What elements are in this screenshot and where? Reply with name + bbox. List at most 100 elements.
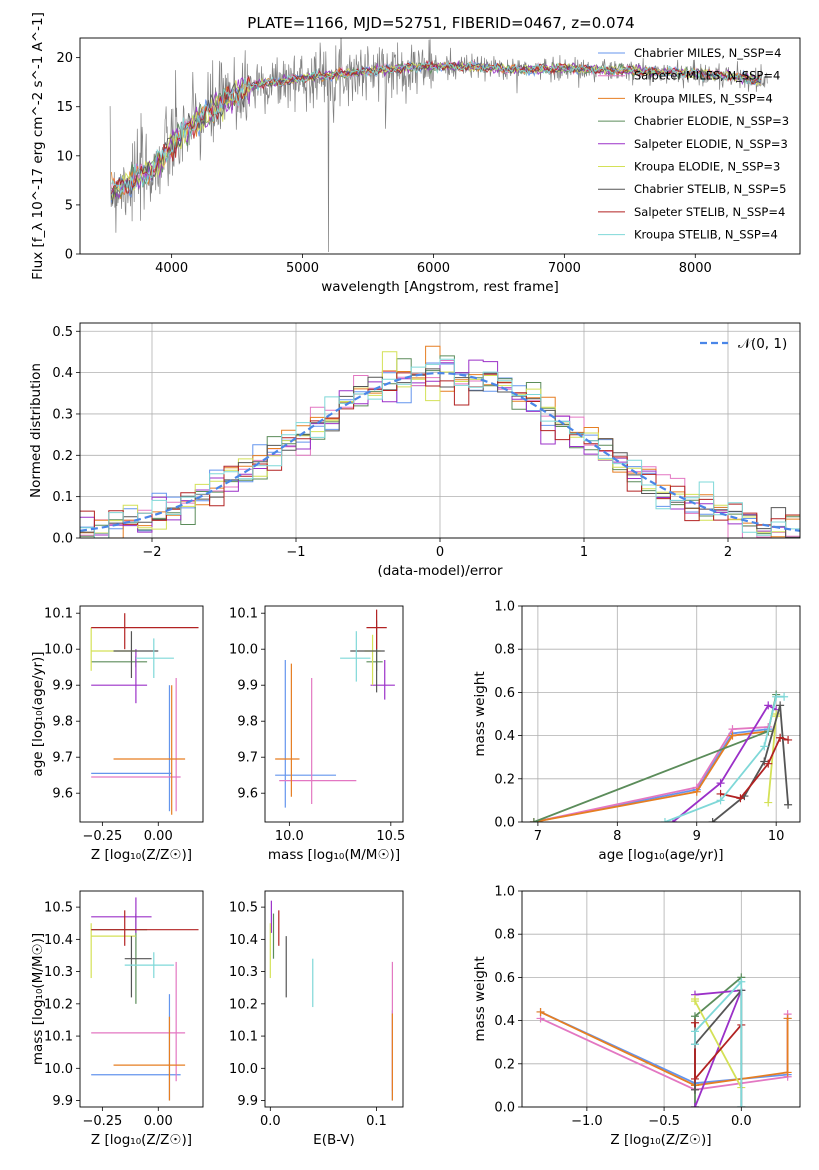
y-tick-label: 0.3 [52,407,73,422]
weight-marker [783,1068,792,1077]
weight-marker [737,977,746,986]
y-tick-label: 10.1 [229,607,258,622]
x-tick-label: −0.25 [82,1114,122,1129]
weight-line-kroupa-stelib [664,695,785,822]
x-tick-label: 1 [580,545,588,560]
y-tick-label: 10.2 [44,997,73,1012]
y-tick-label: 0.6 [494,686,515,701]
y-tick-label: 0.2 [494,1057,515,1072]
x-tick-label: 8 [613,829,621,844]
weight-marker [764,701,773,710]
x-axis-label: (data-model)/error [377,563,503,579]
legend-label: Salpeter MILES, N_SSP=4 [634,69,780,83]
chart-spectrum: 4000 5000 6000 7000 8000 0 5 10 15 20 wavelength [… [30,12,801,295]
weight-marker [690,1074,699,1083]
axes-frame [79,322,801,539]
y-tick-label: 0.0 [52,532,73,547]
weight-marker [728,731,737,740]
x-axis-label: Z [log₁₀(Z/Z☉)] [610,1132,711,1148]
y-tick-label: 10.3 [229,965,258,980]
weight-line-salpeter-stelib [694,1022,742,1082]
x-axis-label: age [log₁₀(age/yr)] [598,847,723,863]
weight-line-salpeter-elodie [694,989,743,1107]
y-axis-label: mass weight [472,671,488,756]
x-tick-label: 8000 [679,261,712,276]
y-tick-label: 0.4 [494,729,515,744]
y-tick-label: 20 [56,51,73,66]
plot-area [90,613,199,815]
y-tick-label: 10.0 [44,1062,73,1077]
y-tick-label: 9.6 [52,787,73,802]
y-tick-label: 10.5 [229,901,258,916]
y-tick-label: 10.2 [229,997,258,1012]
y-tick-label: 0.4 [494,1014,515,1029]
y-tick-label: 0.8 [494,928,515,943]
x-tick-label: 0.00 [144,1114,173,1129]
y-tick-label: 10.1 [44,607,73,622]
model-spectrum-kroupa-elodie [110,60,762,201]
y-tick-label: 1.0 [494,600,515,615]
x-tick-label: −2 [142,545,161,560]
chart-mass-age: 10.0 10.5 9.6 9.7 9.8 9.9 10.0 10.1 mass [log₁₀(… [229,605,405,863]
x-tick-label: 10.5 [376,829,405,844]
weight-marker [776,733,785,742]
y-tick-label: 5 [65,198,73,213]
y-axis-label: mass weight [472,956,488,1041]
y-tick-label: 10.0 [44,643,73,658]
legend-label: 𝒩(0, 1) [738,336,787,352]
y-tick-label: 10 [56,149,73,164]
y-tick-label: 0 [65,248,73,263]
y-tick-label: 10.4 [44,933,73,948]
axes-frame [79,37,801,255]
histogram-chabrier-stelib [80,368,800,538]
y-tick-label: 9.8 [237,715,258,730]
y-tick-label: 0.0 [494,1101,515,1116]
legend-label: Chabrier MILES, N_SSP=4 [634,46,781,60]
weight-marker [780,692,789,701]
y-tick-label: 15 [56,100,73,115]
plot-area [109,38,768,253]
weight-marker [690,1085,699,1094]
y-axis-label: Flux [f_λ 10^-17 erg cm^-2 s^-1 A^-1] [30,12,46,280]
weight-marker [690,1040,699,1049]
weight-line-salpeter-miles [533,726,769,822]
y-tick-label: 9.9 [237,1094,258,1109]
figure-title: PLATE=1166, MJD=52751, FIBERID=0467, z=0… [247,14,634,32]
axes-frame [264,605,404,823]
x-tick-label: 0.0 [731,1114,752,1129]
y-tick-label: 9.9 [52,679,73,694]
y-tick-label: 10.5 [44,901,73,916]
x-tick-label: 10.0 [275,829,304,844]
weight-marker [536,1007,545,1016]
y-axis-label: age [log₁₀(age/yr)] [30,651,46,776]
plot-area [529,690,793,822]
y-tick-label: 9.7 [52,751,73,766]
x-tick-label: 5000 [286,261,319,276]
x-tick-label: 7 [534,829,542,844]
axes-frame [521,890,801,1108]
y-tick-label: 0.2 [52,449,73,464]
weight-marker [690,1103,699,1107]
weight-marker [690,997,699,1006]
x-tick-label: 0.00 [144,829,173,844]
weight-marker [716,779,725,788]
weight-marker [776,701,785,710]
y-tick-label: 10.0 [229,643,258,658]
plot-area [269,900,393,1101]
y-tick-label: 1.0 [494,885,515,900]
y-tick-label: 0.2 [494,772,515,787]
x-tick-label: −1.0 [571,1114,603,1129]
axes-frame [79,890,204,1108]
legend-label: Salpeter STELIB, N_SSP=4 [634,205,785,219]
chart-ebv-mass: 0.0 0.1 9.9 10.0 10.1 10.2 10.3 10.4 10.5 E(B-V) [229,890,404,1148]
weight-line-kroupa-elodie [694,999,743,1089]
weight-line-kroupa-stelib [694,979,743,1107]
x-tick-label: 0 [436,545,444,560]
y-axis-label: Normed distribution [28,363,44,498]
x-axis-label: mass [log₁₀(M/M☉)] [268,847,400,863]
legend-label: Kroupa MILES, N_SSP=4 [634,91,773,105]
chart-z-weight: −1.0 −0.5 0.0 0.0 0.2 0.4 0.6 0.8 1.0 Z [log₁₀(Z/… [472,885,801,1148]
chart-z-age: −0.25 0.00 9.6 9.7 9.8 9.9 10.0 10.1 Z [log₁₀(Z/… [30,605,204,863]
weight-line-chabrier-elodie [533,694,778,822]
